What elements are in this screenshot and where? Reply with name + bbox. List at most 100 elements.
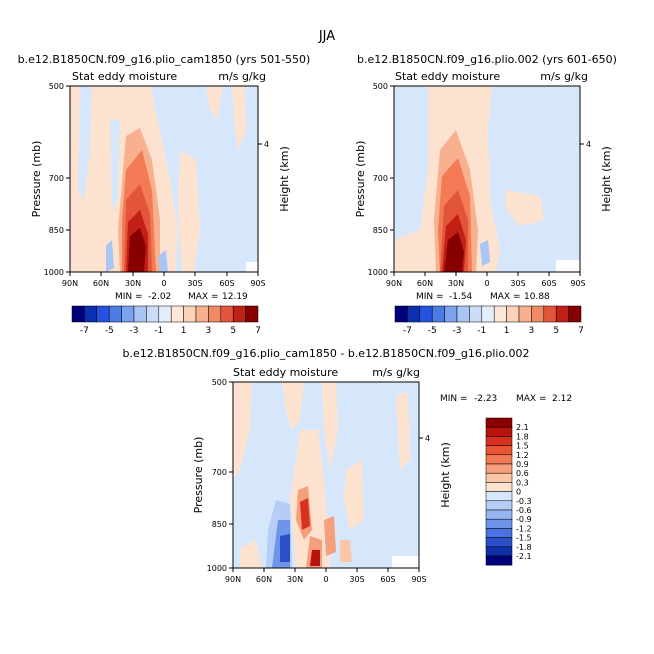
- colorbar-swatch: [170, 305, 184, 323]
- panel-1-right-tick-4: 4: [264, 140, 269, 149]
- panel-1-field: [69, 85, 259, 273]
- colorbar-label: -2.1: [516, 552, 532, 561]
- colorbar-swatch: [146, 305, 160, 323]
- colorbar-swatch: [481, 305, 495, 323]
- colorbar-swatch: [485, 417, 513, 428]
- colorbar-swatch: [485, 518, 513, 529]
- panel-1-max-label: MAX =: [188, 292, 219, 302]
- colorbar-swatch: [485, 472, 513, 483]
- colorbar-label: 0: [516, 488, 521, 497]
- panel-2-xtick-30s: 30S: [510, 279, 525, 288]
- panel-1-min-value: -2.02: [148, 292, 171, 302]
- panel-2-min-value: -1.54: [449, 292, 473, 302]
- panel-1-ytick-500: 500: [49, 82, 64, 91]
- colorbar-label: 3: [529, 326, 535, 336]
- colorbar-label: -5: [428, 326, 437, 336]
- colorbar-swatch: [485, 555, 513, 566]
- panel-3-xtick-90s: 90S: [411, 575, 426, 584]
- colorbar-swatch: [485, 546, 513, 557]
- panel-3-xtick-0: 0: [323, 575, 328, 584]
- colorbar-label: -7: [403, 326, 412, 336]
- panel-1-ytick-1000: 1000: [44, 268, 64, 277]
- colorbar-label: -1.5: [516, 534, 532, 543]
- colorbar-label: 1.8: [516, 432, 529, 441]
- panel-1-xtick-60s: 60S: [219, 279, 234, 288]
- panel-2-ylabel-right: Height (km): [600, 146, 613, 212]
- panel-2-min-label: MIN =: [416, 292, 444, 302]
- panel-2: b.e12.B1850CN.f09_g16.plio.002 (yrs 601-…: [354, 53, 617, 336]
- colorbar-label: -1: [477, 326, 486, 336]
- panel-3-max-label: MAX =: [516, 394, 547, 404]
- panel-2-ytick-850: 850: [373, 226, 388, 235]
- panel-1-colorbar: -7 -5 -3 -1 1 3 5 7: [71, 305, 261, 336]
- colorbar-swatch: [485, 436, 513, 446]
- panel-2-max-label: MAX =: [490, 292, 521, 302]
- panel-3-field: [232, 381, 420, 569]
- colorbar-swatch: [158, 305, 172, 323]
- colorbar-swatch: [485, 509, 513, 520]
- panel-3-ytick-850: 850: [212, 520, 227, 529]
- colorbar-swatch: [485, 500, 513, 511]
- colorbar-swatch: [133, 305, 147, 323]
- colorbar-swatch: [531, 305, 545, 323]
- panel-1-units: m/s g/kg: [218, 70, 266, 83]
- panel-3: b.e12.B1850CN.f09_g16.plio_cam1850 - b.e…: [123, 347, 573, 584]
- colorbar-swatch: [485, 426, 513, 437]
- colorbar-label: 1.5: [516, 442, 529, 451]
- panel-2-ytick-1000: 1000: [368, 268, 388, 277]
- colorbar-label: -1.8: [516, 543, 532, 552]
- colorbar-label: -7: [80, 326, 89, 336]
- panel-2-max-value: 10.88: [524, 292, 550, 302]
- panel-3-ytick-700: 700: [212, 468, 227, 477]
- colorbar-swatch: [96, 305, 110, 323]
- panel-1-ticks: [66, 85, 262, 276]
- colorbar-swatch: [220, 305, 234, 323]
- panel-1-ylabel: Pressure (mb): [30, 141, 43, 218]
- colorbar-swatch: [555, 305, 569, 323]
- colorbar-label: -5: [105, 326, 114, 336]
- panel-1-xtick-30s: 30S: [187, 279, 202, 288]
- panel-3-xtick-60s: 60S: [380, 575, 395, 584]
- colorbar-swatch: [394, 305, 408, 323]
- colorbar-label: 1: [504, 326, 510, 336]
- colorbar-label: 1: [181, 326, 187, 336]
- panel-3-max-value: 2.12: [552, 394, 572, 404]
- panel-3-min-value: -2.23: [474, 394, 497, 404]
- colorbar-swatch: [444, 305, 458, 323]
- colorbar-swatch: [506, 305, 520, 323]
- panel-2-xtick-90n: 90N: [386, 279, 402, 288]
- colorbar-label: 1.2: [516, 451, 529, 460]
- panel-1: b.e12.B1850CN.f09_g16.plio_cam1850 (yrs …: [18, 53, 311, 336]
- colorbar-swatch: [469, 305, 483, 323]
- panel-3-ytick-500: 500: [212, 378, 227, 387]
- panel-3-colorbar: 2.11.81.51.20.90.60.30-0.3-0.6-0.9-1.2-1…: [485, 417, 532, 566]
- colorbar-swatch: [419, 305, 433, 323]
- colorbar-swatch: [485, 528, 513, 538]
- colorbar-label: 0.3: [516, 478, 529, 487]
- colorbar-swatch: [485, 491, 513, 502]
- colorbar-swatch: [485, 454, 513, 465]
- colorbar-swatch: [407, 305, 421, 323]
- panel-3-xtick-90n: 90N: [225, 575, 241, 584]
- colorbar-swatch: [485, 463, 513, 474]
- panel-1-ytick-850: 850: [49, 226, 64, 235]
- colorbar-swatch: [493, 305, 507, 323]
- panel-3-ylabel-right: Height (km): [439, 442, 452, 508]
- panel-1-max-value: 12.19: [222, 292, 248, 302]
- panel-3-xtick-30n: 30N: [287, 575, 303, 584]
- panel-3-subtitle-left: Stat eddy moisture: [233, 366, 338, 379]
- panel-2-subtitle-left: Stat eddy moisture: [395, 70, 500, 83]
- panel-2-ytick-700: 700: [373, 174, 388, 183]
- panel-3-xtick-60n: 60N: [256, 575, 272, 584]
- panel-3-units: m/s g/kg: [372, 366, 420, 379]
- panel-1-title: b.e12.B1850CN.f09_g16.plio_cam1850 (yrs …: [18, 53, 311, 66]
- panel-3-ytick-1000: 1000: [207, 564, 227, 573]
- colorbar-swatch: [431, 305, 445, 323]
- colorbar-swatch: [245, 305, 259, 323]
- colorbar-swatch: [84, 305, 98, 323]
- panel-2-xtick-0: 0: [484, 279, 489, 288]
- colorbar-swatch: [121, 305, 135, 323]
- colorbar-swatch: [485, 482, 513, 492]
- colorbar-label: -0.9: [516, 515, 532, 524]
